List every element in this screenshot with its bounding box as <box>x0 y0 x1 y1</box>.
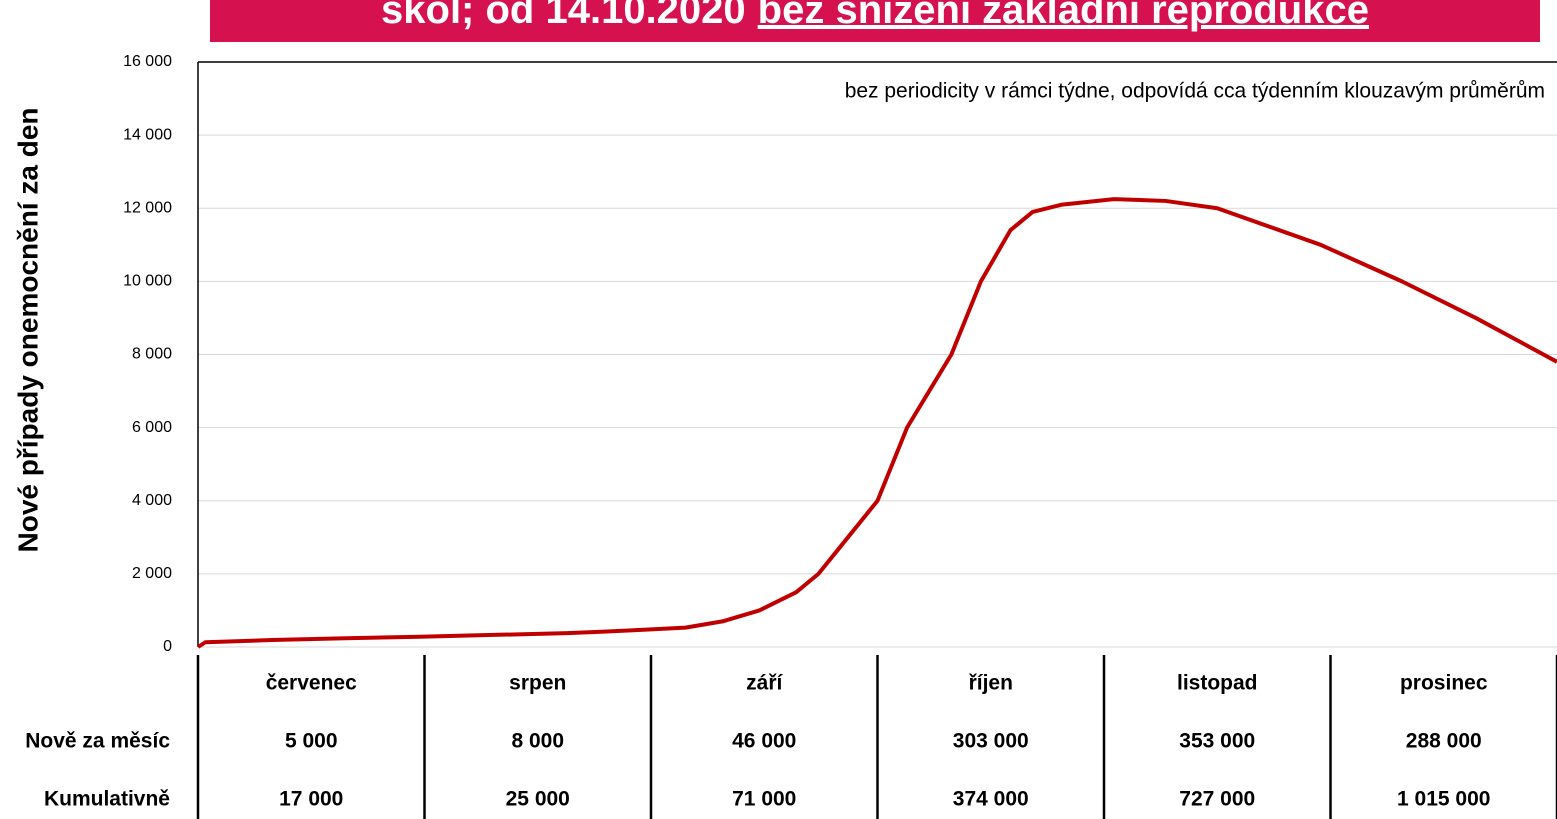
table-cell: 71 000 <box>732 788 796 811</box>
table-cell: 727 000 <box>1179 788 1255 811</box>
title-banner: škol; od 14.10.2020 bez snížení základní … <box>210 0 1540 42</box>
table-header: listopad <box>1177 672 1258 695</box>
y-tick-label: 16 000 <box>123 53 172 70</box>
table-cell: 5 000 <box>285 730 338 753</box>
y-tick-label: 6 000 <box>132 419 172 436</box>
table-header: říjen <box>969 672 1013 695</box>
y-tick-label: 14 000 <box>123 126 172 143</box>
table-cell: 8 000 <box>511 730 564 753</box>
table-cell: 374 000 <box>953 788 1029 811</box>
table-cell: 353 000 <box>1179 730 1255 753</box>
y-tick-label: 0 <box>163 638 172 655</box>
table-header: prosinec <box>1400 672 1488 695</box>
banner-underlined: bez snížení základní reprodukce <box>757 0 1369 32</box>
table-cell: 288 000 <box>1406 730 1482 753</box>
y-tick-label: 10 000 <box>123 273 172 290</box>
table-cell: 25 000 <box>506 788 570 811</box>
y-tick-label: 8 000 <box>132 346 172 363</box>
banner-text: škol; od 14.10.2020 <box>381 0 746 32</box>
table-cell: 17 000 <box>279 788 343 811</box>
table-cell: 1 015 000 <box>1397 788 1490 811</box>
y-tick-label: 2 000 <box>132 565 172 582</box>
table-cell: 46 000 <box>732 730 796 753</box>
row-label: Nově za měsíc <box>25 730 170 753</box>
y-axis-label: Nové případy onemocnění za den <box>12 108 43 553</box>
table-header: září <box>746 672 783 695</box>
table-header: červenec <box>266 672 357 695</box>
table-header: srpen <box>509 672 566 695</box>
table-cell: 303 000 <box>953 730 1029 753</box>
row-label: Kumulativně <box>44 788 170 811</box>
annotation: bez periodicity v rámci týdne, odpovídá … <box>845 80 1545 103</box>
y-tick-label: 12 000 <box>123 199 172 216</box>
y-tick-label: 4 000 <box>132 492 172 509</box>
data-line <box>196 197 1557 649</box>
